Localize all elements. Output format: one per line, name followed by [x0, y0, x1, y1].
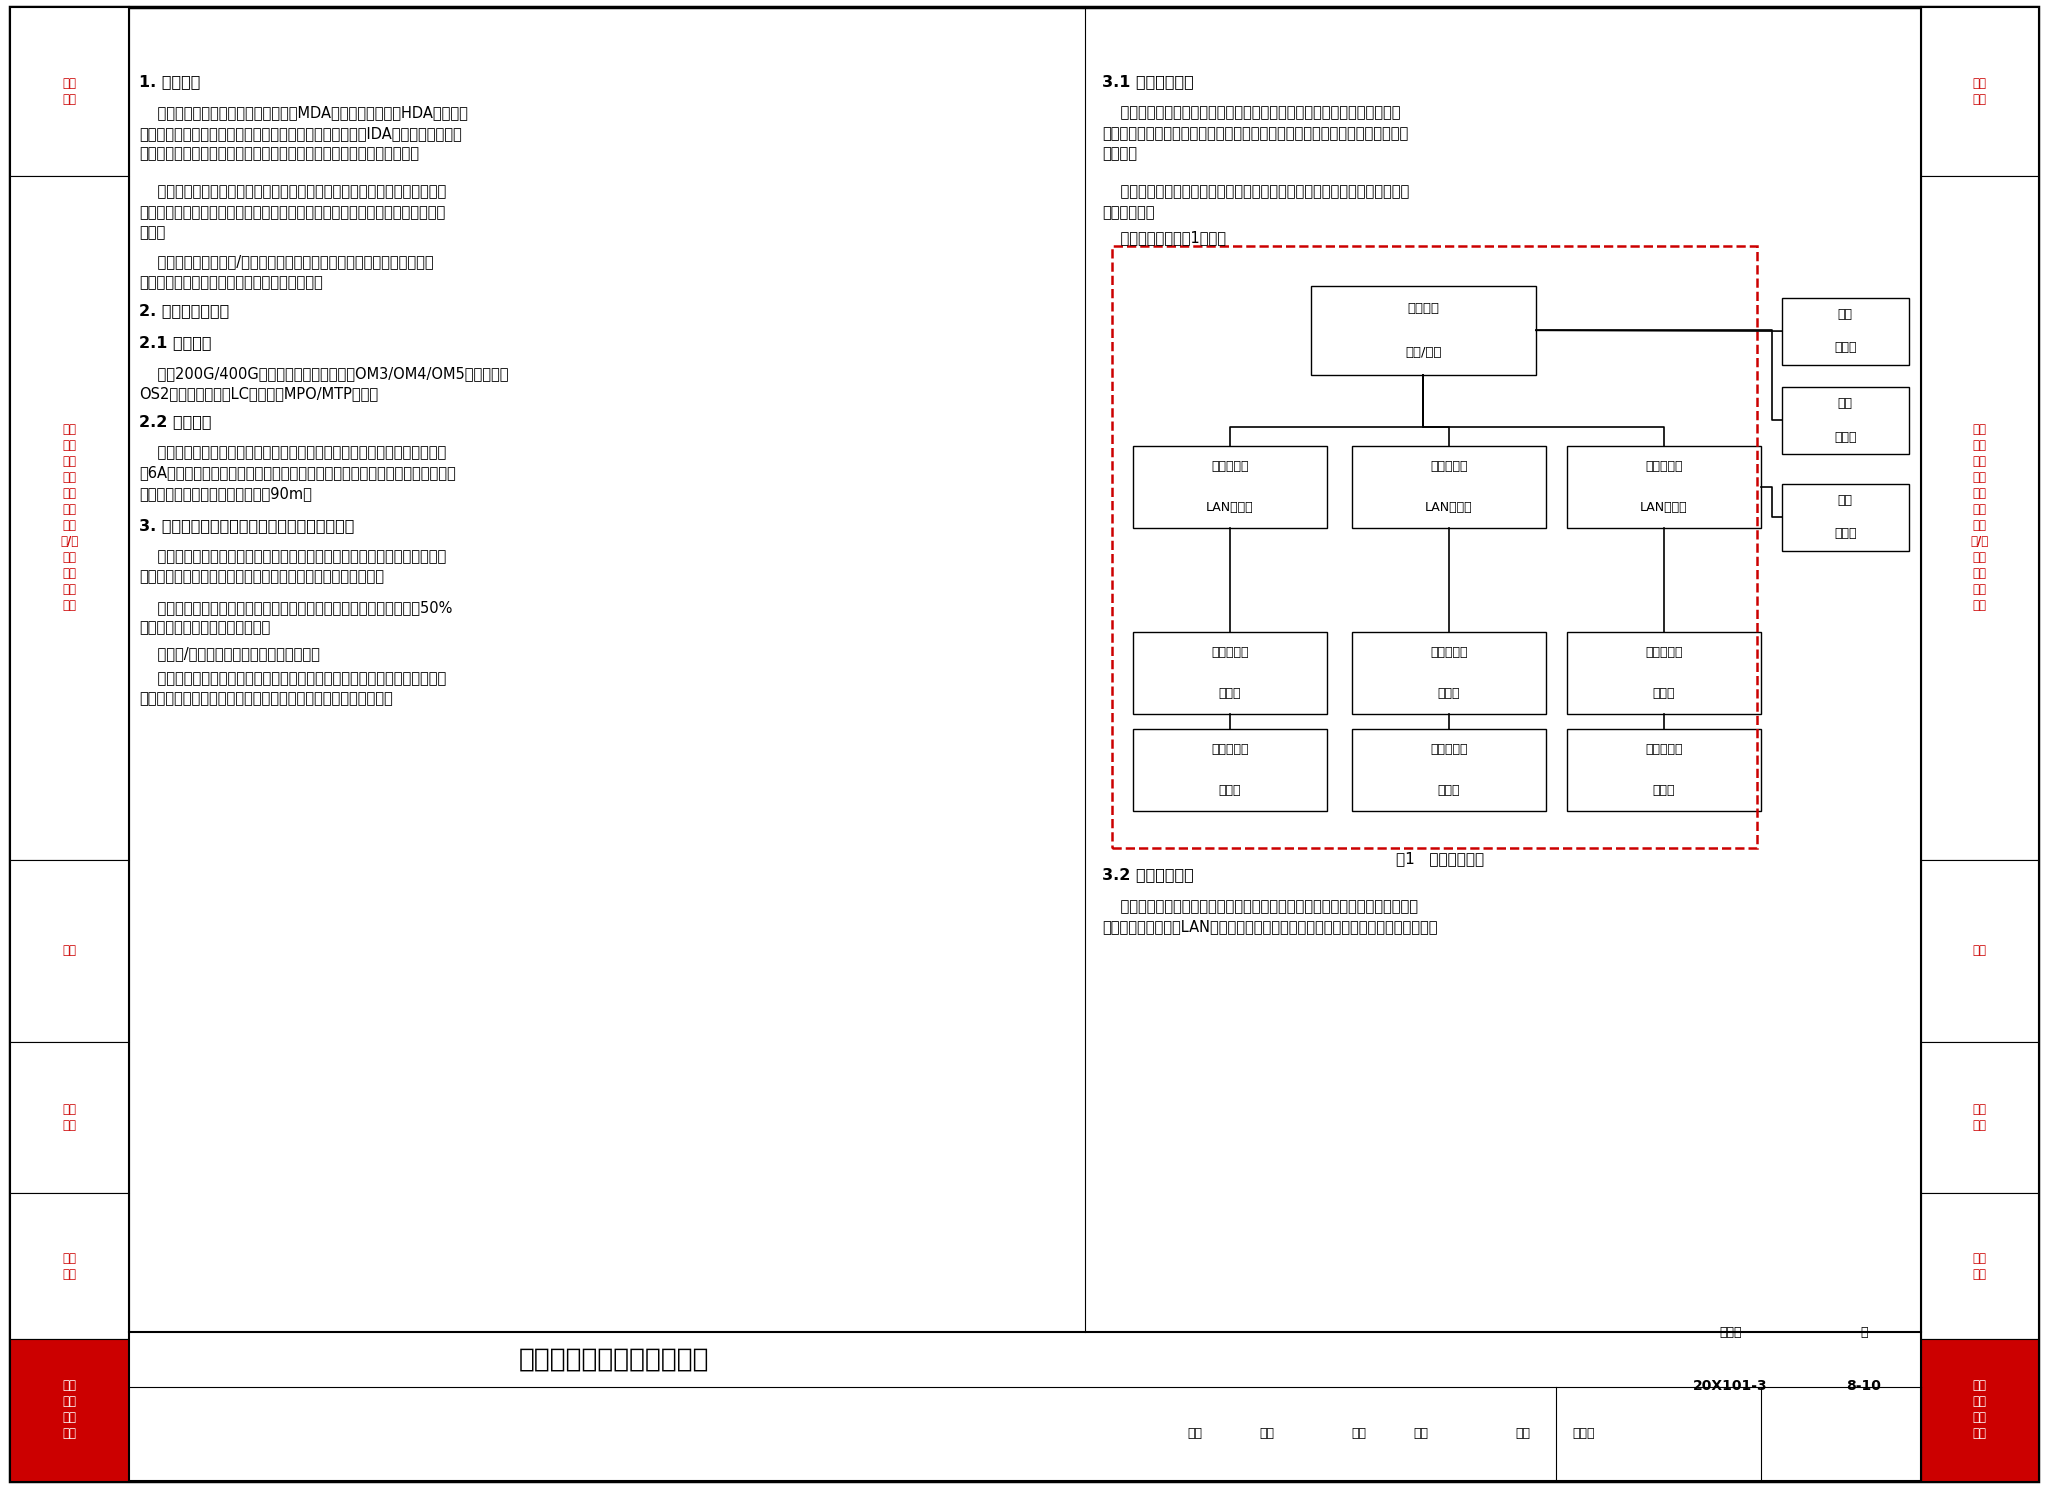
Text: 服务器: 服务器: [1438, 687, 1460, 701]
Text: 图集号: 图集号: [1720, 1326, 1741, 1339]
Bar: [1782, 298, 1909, 365]
Text: 把所有的主配线区、水平配线区和设备配线区的光、电端口通过光缆和铜
缆连接到一个集中的交叉连接配线设备。这个方案将所有的设备机柜可以保持锁
定状态。: 把所有的主配线区、水平配线区和设备配线区的光、电端口通过光缆和铜 缆连接到一个集…: [1102, 106, 1409, 161]
Bar: [1567, 632, 1761, 714]
Bar: [10, 1193, 129, 1339]
Bar: [1352, 729, 1546, 811]
Text: LAN交换机: LAN交换机: [1640, 501, 1688, 515]
Text: 设计: 设计: [1516, 1427, 1530, 1440]
Text: 综合
布线
系统
设计
光纤
到用
户单
元/户
无源
光局
域网
系统: 综合 布线 系统 设计 光纤 到用 户单 元/户 无源 光局 域网 系统: [1970, 423, 1989, 613]
Text: 2.1 主干光缆: 2.1 主干光缆: [139, 335, 211, 350]
Bar: [1311, 286, 1536, 375]
Text: LAN交换机: LAN交换机: [1206, 501, 1253, 515]
Text: 数据
中心
布线
系统: 数据 中心 布线 系统: [63, 1379, 76, 1440]
Text: 3.2 分布设置方案: 3.2 分布设置方案: [1102, 868, 1194, 882]
Text: LAN交换机: LAN交换机: [1425, 501, 1473, 515]
Bar: [1921, 7, 2038, 176]
Text: 2. 主干线缆的选择: 2. 主干线缆的选择: [139, 304, 229, 318]
Text: 审核: 审核: [1188, 1427, 1202, 1440]
Bar: [10, 176, 129, 860]
Text: 推荐光/铜的配线架分放在不同的机柜内。: 推荐光/铜的配线架分放在不同的机柜内。: [139, 646, 319, 661]
Text: 孙兰: 孙兰: [1413, 1427, 1427, 1440]
Text: 配线区: 配线区: [1835, 527, 1855, 540]
Text: 水平配线区: 水平配线区: [1210, 460, 1249, 473]
Bar: [1921, 860, 2038, 1042]
Bar: [1921, 1339, 2038, 1481]
Text: 数据
中心
布线
系统: 数据 中心 布线 系统: [1972, 1379, 1987, 1440]
Bar: [1352, 446, 1546, 528]
Text: 数据中心网络主干布线配置: 数据中心网络主干布线配置: [518, 1347, 711, 1372]
Text: 服务器: 服务器: [1219, 687, 1241, 701]
Text: 铜缆: 铜缆: [1837, 397, 1853, 411]
Text: 工程
示例: 工程 示例: [1972, 1251, 1987, 1281]
Text: 主配线区: 主配线区: [1407, 302, 1440, 314]
Text: 配线区: 配线区: [1835, 341, 1855, 354]
Text: 主干布线决定了数据中心的规模和扩容的能力，主干布线的容量及占用空间
应考虑余量，为将来升级预留空间，在数据中心升级时能够保证最大限度的平滑
升级。: 主干布线决定了数据中心的规模和扩容的能力，主干布线的容量及占用空间 应考虑余量，…: [139, 185, 446, 240]
Text: 设备服务区: 设备服务区: [1645, 646, 1683, 659]
Bar: [1133, 632, 1327, 714]
Text: 2.2 主干铜缆: 2.2 主干铜缆: [139, 414, 211, 429]
Bar: [1782, 387, 1909, 454]
Text: 施工: 施工: [63, 945, 76, 957]
Bar: [10, 1339, 129, 1481]
Text: 8-10: 8-10: [1845, 1379, 1882, 1393]
Text: 服务器: 服务器: [1653, 784, 1675, 798]
Bar: [1921, 176, 2038, 860]
Bar: [1133, 729, 1327, 811]
Text: 图1   集中设置方案: 图1 集中设置方案: [1395, 851, 1485, 866]
Text: 综合
布线
系统
设计
光纤
到用
户单
元/户
无源
光局
域网
系统: 综合 布线 系统 设计 光纤 到用 户单 元/户 无源 光局 域网 系统: [61, 423, 78, 613]
Text: 设备服务区: 设备服务区: [1430, 743, 1468, 756]
Text: 系统连接方式如图1所示。: 系统连接方式如图1所示。: [1102, 231, 1227, 246]
Text: 设备服务区: 设备服务区: [1210, 646, 1249, 659]
Text: 3. 主配线区机柜与水平配线区机柜设置组合方案: 3. 主配线区机柜与水平配线区机柜设置组合方案: [139, 518, 354, 533]
Text: 主配线区被认为是数据中心的核心，一般设置在计算机房的中心或者比较靠
近核心的位置，这样能够尽量减少到各水平配线区之间的距离。: 主配线区被认为是数据中心的核心，一般设置在计算机房的中心或者比较靠 近核心的位置…: [139, 549, 446, 585]
Text: 配线区: 配线区: [1835, 430, 1855, 443]
Text: 在主配线区和水平配线区分别设置独立的配线机柜，配线设备采用交叉连接方
式。水平配线区设置LAN交换机与配线机柜，通过水平线缆连至设备区服务器；配线: 在主配线区和水平配线区分别设置独立的配线机柜，配线设备采用交叉连接方 式。水平配…: [1102, 899, 1438, 934]
Bar: [1782, 484, 1909, 551]
Text: 支持200G/400G网络应用，采用激光优化OM3/OM4/OM5多模光缆或
OS2单模光缆。采用LC或高密度MPO/MTP接口。: 支持200G/400G网络应用，采用激光优化OM3/OM4/OM5多模光缆或 O…: [139, 366, 508, 402]
Text: 服务器: 服务器: [1438, 784, 1460, 798]
Text: 3.1 集中设置方案: 3.1 集中设置方案: [1102, 74, 1194, 89]
Text: 主配线区就需要留有足够的设备与线缆安装空间，一般建议至少保留50%
以上的空间作为将来升级的空间。: 主配线区就需要留有足够的设备与线缆安装空间，一般建议至少保留50% 以上的空间作…: [139, 600, 453, 635]
Text: 作为连接核心交换网络和汇聚交换网络及接入交换网络的主干系统，建议采
用6A及以上级别的布线系统支持网络传输。当采用铜缆布线支持数据网络时，两
个配线区之间的线缆: 作为连接核心交换网络和汇聚交换网络及接入交换网络的主干系统，建议采 用6A及以上…: [139, 445, 457, 500]
Text: 朱立彤: 朱立彤: [1573, 1427, 1595, 1440]
Text: 主干布线通常采用单/多模光缆和对绞铜缆布线的组合配置。根据实际情
况，比如场地、容量等要求，选择合适的方案。: 主干布线通常采用单/多模光缆和对绞铜缆布线的组合配置。根据实际情 况，比如场地、…: [139, 254, 434, 290]
Text: 1. 主干布线: 1. 主干布线: [139, 74, 201, 89]
Text: 服务器: 服务器: [1653, 687, 1675, 701]
Text: 页: 页: [1860, 1326, 1868, 1339]
Bar: [10, 1042, 129, 1193]
Text: 集中配线设备可实施智能配线功能，通过自动监测和跟踪添加和变更来提高
系统安全性。: 集中配线设备可实施智能配线功能，通过自动监测和跟踪添加和变更来提高 系统安全性。: [1102, 185, 1409, 220]
Text: 水平配线区: 水平配线区: [1430, 460, 1468, 473]
Bar: [10, 7, 129, 176]
Text: 设备服务区: 设备服务区: [1430, 646, 1468, 659]
Bar: [1921, 1193, 2038, 1339]
Bar: [1112, 246, 1757, 848]
Text: 铜缆: 铜缆: [1837, 494, 1853, 507]
Text: 设备服务区: 设备服务区: [1210, 743, 1249, 756]
Bar: [1567, 446, 1761, 528]
Text: 数据中心的主干布线包括主配线区（MDA）到水平配线区（HDA）、多个
主配线区之间的骨干布线。如果数据中心包含中间配线区（IDA），则主配线区到
中间配线区，中: 数据中心的主干布线包括主配线区（MDA）到水平配线区（HDA）、多个 主配线区之…: [139, 106, 469, 161]
Text: 光纤: 光纤: [1837, 308, 1853, 321]
Text: 术语
符号: 术语 符号: [63, 77, 76, 106]
Text: 设备服务区: 设备服务区: [1645, 743, 1683, 756]
Text: 工程
示例: 工程 示例: [63, 1251, 76, 1281]
Text: 20X101-3: 20X101-3: [1694, 1379, 1767, 1393]
Text: 张宜: 张宜: [1260, 1427, 1274, 1440]
Text: 核心/存储: 核心/存储: [1405, 347, 1442, 359]
Bar: [1133, 446, 1327, 528]
Text: 检测
验收: 检测 验收: [1972, 1103, 1987, 1132]
Bar: [1352, 632, 1546, 714]
Text: 施工: 施工: [1972, 945, 1987, 957]
Text: 术语
符号: 术语 符号: [1972, 77, 1987, 106]
Bar: [10, 860, 129, 1042]
Text: 水平配线区: 水平配线区: [1645, 460, 1683, 473]
Text: 校对: 校对: [1352, 1427, 1366, 1440]
Text: 检测
验收: 检测 验收: [63, 1103, 76, 1132]
Text: 服务器: 服务器: [1219, 784, 1241, 798]
Text: 在主配线区推荐采用高密度的配线产品，尽可能减少对空间的占用。在某些
应用场合还需要考虑机柜的走线和理线空间能够满足容量的要求。: 在主配线区推荐采用高密度的配线产品，尽可能减少对空间的占用。在某些 应用场合还需…: [139, 671, 446, 707]
Bar: [1567, 729, 1761, 811]
Bar: [129, 1332, 1921, 1481]
Bar: [1921, 1042, 2038, 1193]
